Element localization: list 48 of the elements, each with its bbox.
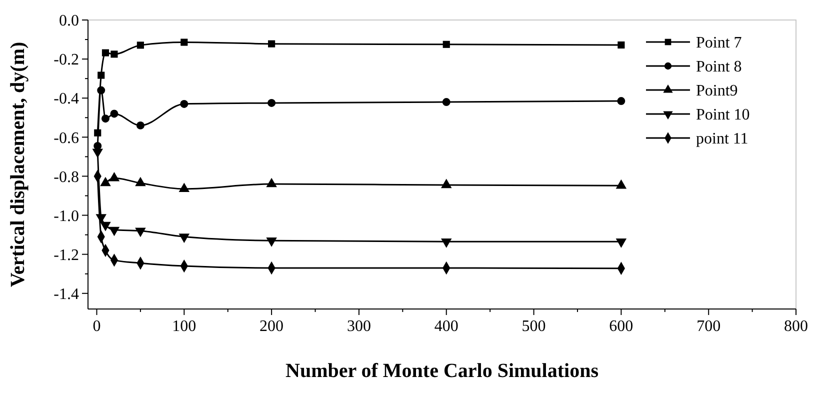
point — [92, 148, 103, 158]
legend-label: Point 8 — [696, 58, 742, 76]
point — [97, 86, 106, 94]
point — [617, 97, 626, 106]
point — [110, 50, 118, 58]
point — [442, 98, 450, 106]
point — [101, 114, 110, 123]
y-tick-label: -0.2 — [54, 52, 79, 69]
y-tick-label: -1.0 — [54, 208, 79, 225]
point — [440, 238, 452, 248]
y-tick-label: -1.4 — [54, 286, 79, 303]
x-tick-label: 500 — [522, 318, 546, 335]
point — [178, 234, 190, 243]
legend-label: Point9 — [696, 82, 738, 100]
x-tick-label: 300 — [346, 318, 371, 335]
point — [268, 99, 276, 107]
y-tick-label: -0.8 — [54, 168, 79, 186]
point — [618, 41, 625, 49]
legend-label: point 11 — [696, 130, 748, 148]
point — [266, 238, 277, 247]
point — [442, 40, 450, 48]
y-tick-label: -1.2 — [54, 246, 79, 264]
legend-label: Point 7 — [696, 34, 742, 52]
point — [136, 42, 144, 49]
point — [98, 72, 105, 79]
x-tick-label: 0 — [92, 318, 101, 335]
y-axis-title: Vertical displacement, dy(m) — [7, 42, 29, 288]
x-tick-label: 800 — [784, 318, 808, 335]
point — [102, 49, 110, 56]
x-tick-label: 700 — [696, 318, 721, 335]
point — [180, 100, 188, 108]
x-axis-title: Number of Monte Carlo Simulations — [286, 360, 599, 382]
point — [100, 222, 111, 232]
x-tick-label: 400 — [434, 318, 458, 335]
point — [616, 238, 627, 248]
point — [268, 40, 276, 48]
point — [108, 226, 120, 236]
point — [136, 121, 144, 130]
x-tick-label: 200 — [260, 318, 284, 335]
point — [110, 110, 118, 118]
y-tick-label: -0.4 — [54, 90, 79, 108]
y-tick-label: 0.0 — [59, 12, 79, 30]
x-tick-label: 600 — [609, 318, 634, 335]
x-tick-label: 100 — [172, 318, 196, 335]
point — [180, 38, 188, 46]
point — [135, 228, 146, 238]
y-tick-label: -0.6 — [54, 130, 79, 147]
legend-label: Point 10 — [696, 106, 750, 124]
